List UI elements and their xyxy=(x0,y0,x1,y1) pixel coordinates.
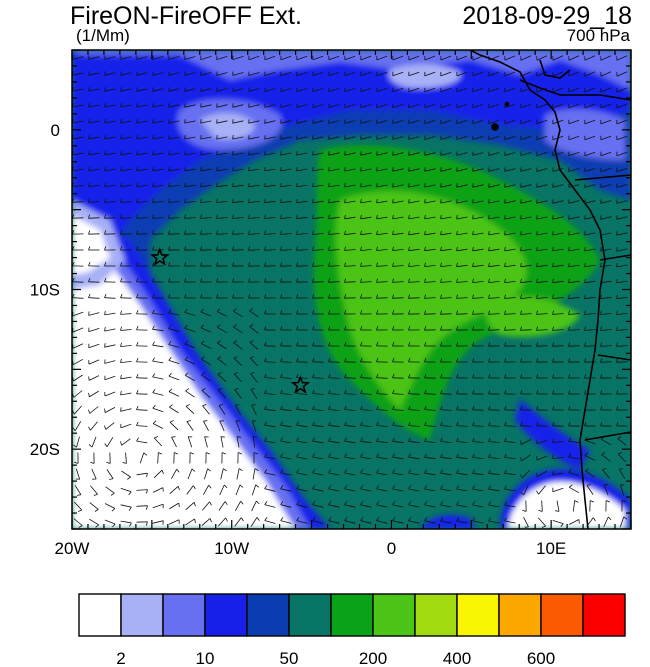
coastline xyxy=(469,50,631,529)
colorbar-label: 600 xyxy=(527,649,555,667)
colorbar-swatch xyxy=(78,593,122,637)
colorbar-label: 2 xyxy=(116,649,125,667)
colorbar-swatch xyxy=(162,593,206,637)
colorbar-swatch xyxy=(456,593,500,637)
axis-labels: 20W 10W 0 10E 0 10S 20S xyxy=(30,121,567,558)
lat-tick-label: 0 xyxy=(51,121,60,140)
lon-tick-label: 10E xyxy=(536,539,566,558)
colorbar-swatch xyxy=(540,593,584,637)
lat-tick-label: 10S xyxy=(30,281,60,300)
colorbar-label: 400 xyxy=(443,649,471,667)
lon-tick-label: 0 xyxy=(387,539,396,558)
star-marker xyxy=(150,247,170,266)
lon-tick-label: 20W xyxy=(55,539,90,558)
units-label: (1/Mm) xyxy=(76,26,130,45)
colorbar-label: 50 xyxy=(280,649,299,667)
colorbar-swatch xyxy=(246,593,290,637)
colorbar-swatch xyxy=(204,593,248,637)
map-title: FireON-FireOFF Ext. xyxy=(70,2,302,30)
station-markers xyxy=(150,247,311,394)
axis-ticks xyxy=(71,49,632,530)
lon-tick-label: 10W xyxy=(214,539,249,558)
datetime-label: 2018-09-29_18 xyxy=(462,2,632,30)
star-marker xyxy=(290,375,311,394)
colorbar-swatch xyxy=(330,593,374,637)
lat-tick-label: 20S xyxy=(30,440,60,459)
colorbar-label: 10 xyxy=(196,649,215,667)
colorbar-swatch xyxy=(288,593,332,637)
colorbar-swatch xyxy=(120,593,164,637)
colorbar-swatch xyxy=(414,593,458,637)
extinction-field xyxy=(72,50,631,529)
colorbar-label: 200 xyxy=(359,649,387,667)
pressure-level-label: 700 hPa xyxy=(566,26,630,45)
colorbar-swatch xyxy=(498,593,542,637)
colorbar-swatch xyxy=(582,593,626,637)
wind-vectors xyxy=(72,55,628,528)
colorbar-swatch xyxy=(372,593,416,637)
